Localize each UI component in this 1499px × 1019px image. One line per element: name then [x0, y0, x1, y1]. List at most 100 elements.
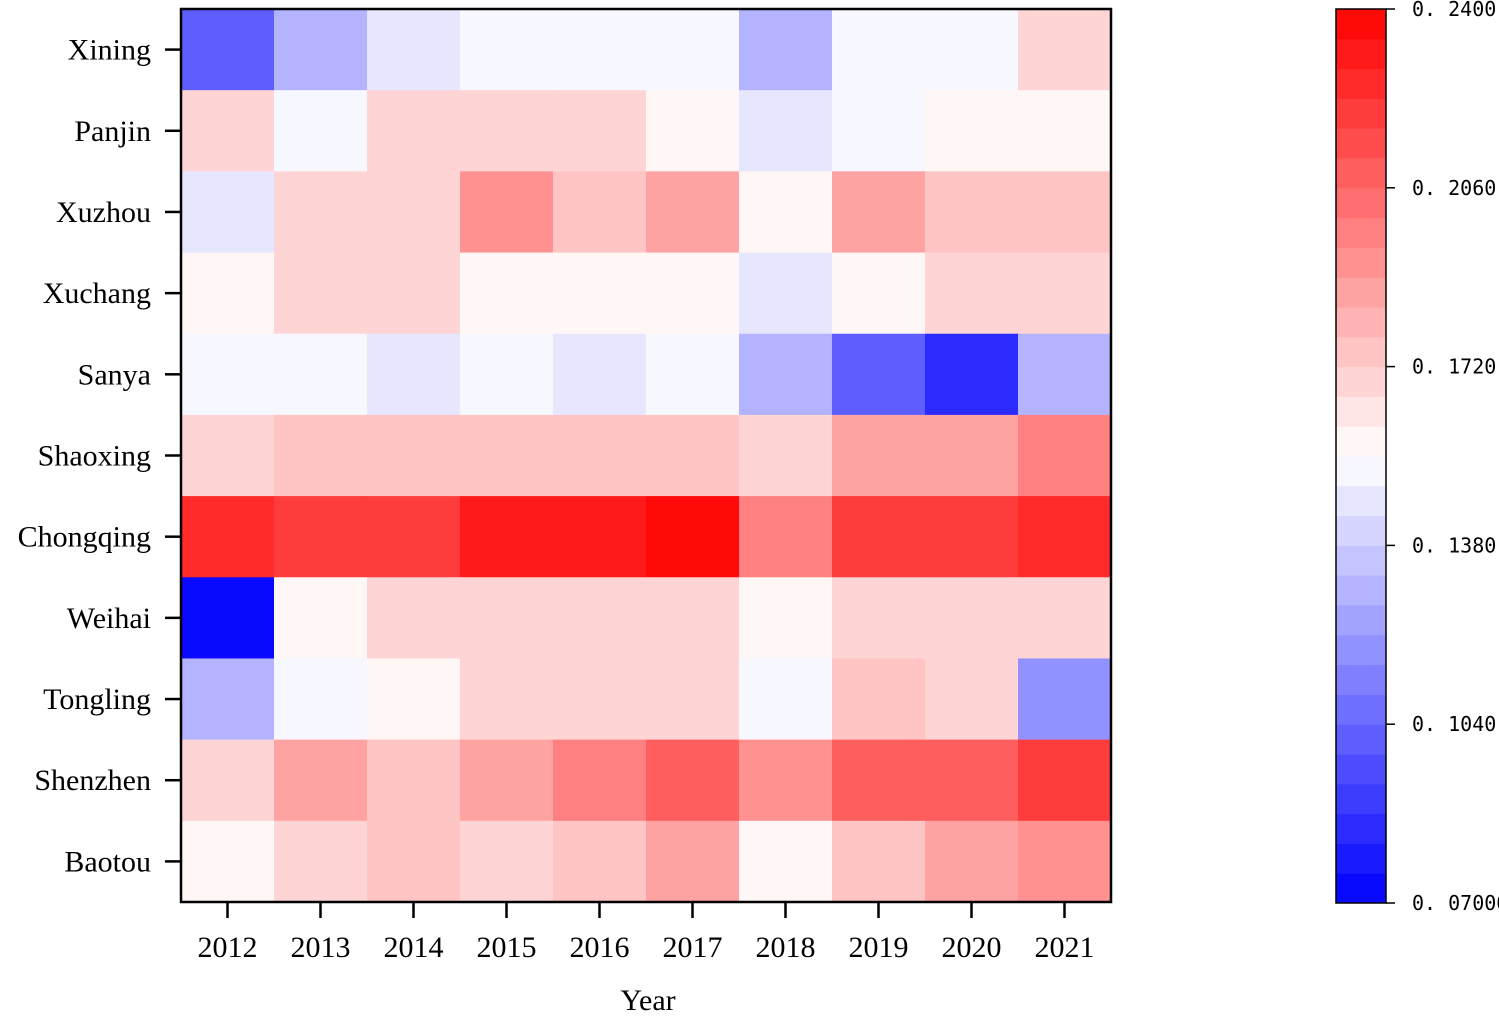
heatmap-cell [553, 577, 647, 660]
heatmap-cell [460, 414, 554, 497]
colorbar-frame [1335, 8, 1387, 904]
x-axis-title: Year [620, 984, 675, 1014]
heatmap-cell [832, 333, 926, 416]
y-axis: Xining Panjin Xuzhou Xuchang Sanya Shaoxing Ch… [18, 34, 181, 878]
heatmap-cell [181, 496, 275, 578]
heatmap-cell [460, 333, 554, 416]
heatmap-cell [460, 658, 554, 741]
heatmap-cell [1018, 820, 1112, 903]
heatmap-cell [646, 333, 740, 416]
y-tick-label: Xuzhou [56, 196, 151, 229]
heatmap-cell [367, 414, 461, 497]
heatmap-cell [367, 739, 461, 822]
heatmap-cell [274, 90, 368, 172]
colorbar-segment [1336, 456, 1386, 487]
x-tick-label: 2019 [849, 931, 909, 964]
heatmap-cell [925, 9, 1019, 91]
y-tick-label: Sanya [78, 358, 151, 391]
colorbar-segment [1336, 813, 1386, 844]
heatmap-cell [739, 9, 833, 91]
heatmap-cell [646, 90, 740, 172]
y-tick-label: Shaoxing [38, 440, 151, 473]
colorbar-segment [1336, 545, 1386, 576]
colorbar-segment [1336, 68, 1386, 99]
heatmap-cell [274, 333, 368, 416]
colorbar-tick-label: 0. 07000 [1412, 891, 1499, 915]
heatmap-cell [739, 90, 833, 172]
heatmap-cell [181, 90, 275, 172]
heatmap-cell [367, 820, 461, 903]
heatmap-cell [367, 333, 461, 416]
heatmap-cell [553, 252, 647, 335]
heatmap-cell [1018, 252, 1112, 335]
colorbar-segment [1336, 843, 1386, 874]
heatmap-cell [925, 252, 1019, 335]
heatmap-cell [181, 9, 275, 91]
heatmap-cell [274, 658, 368, 741]
colorbar-segment [1336, 515, 1386, 546]
colorbar-segment [1336, 605, 1386, 636]
heatmap-cell [646, 577, 740, 660]
heatmap-cell [1018, 90, 1112, 172]
heatmap-cell [367, 252, 461, 335]
heatmap-cell [367, 577, 461, 660]
y-tick-label: Xuchang [43, 277, 151, 310]
colorbar-segment [1336, 664, 1386, 695]
y-tick-label: Weihai [67, 602, 151, 635]
heatmap-cell [367, 90, 461, 172]
heatmap-cell [181, 333, 275, 416]
heatmap-cell [832, 90, 926, 172]
x-tick-label: 2015 [477, 931, 537, 964]
colorbar-segment [1336, 426, 1386, 457]
heatmap-cell [460, 496, 554, 578]
heatmap-cell [832, 171, 926, 254]
heatmap-cell [460, 739, 554, 822]
heatmap-cell [181, 739, 275, 822]
heatmap-cell [925, 496, 1019, 578]
x-tick-label: 2016 [570, 931, 630, 964]
colorbar-segment [1336, 724, 1386, 755]
colorbar-segment [1336, 485, 1386, 517]
heatmap-cell [832, 9, 926, 91]
heatmap-cell [925, 577, 1019, 660]
x-tick-label: 2013 [291, 931, 351, 964]
heatmap-cell [739, 820, 833, 903]
heatmap-cell [460, 252, 554, 335]
heatmap-cell [181, 658, 275, 741]
colorbar-segment [1336, 128, 1386, 159]
heatmap-cell [460, 820, 554, 903]
heatmap-cell [646, 496, 740, 578]
heatmap-cell [925, 414, 1019, 497]
y-tick-label: Baotou [64, 845, 151, 878]
heatmap-cell [274, 171, 368, 254]
colorbar-tick-label: 0. 2060 [1412, 176, 1496, 200]
heatmap-cell [832, 658, 926, 741]
heatmap-cell [367, 9, 461, 91]
heatmap-cell [553, 496, 647, 578]
heatmap-cell [832, 496, 926, 578]
colorbar-segment [1336, 754, 1386, 785]
colorbar-tick-label: 0. 1380 [1412, 533, 1496, 557]
colorbar-segment [1336, 366, 1386, 397]
y-tick-label: Xining [68, 34, 151, 67]
colorbar-segment [1336, 336, 1386, 368]
heatmap-cell [274, 820, 368, 903]
heatmap-cell [1018, 9, 1112, 91]
heatmap-cell [553, 739, 647, 822]
colorbar-segment [1336, 277, 1386, 308]
x-axis: 2012 2013 2014 2015 2016 2017 2018 2019 2020 2021 [198, 902, 1095, 964]
heatmap-cell [646, 9, 740, 91]
heatmap-cell [460, 90, 554, 172]
heatmap-cell [832, 252, 926, 335]
heatmap-cell [181, 414, 275, 497]
colorbar-segment [1336, 307, 1386, 338]
heatmap-cell [925, 333, 1019, 416]
heatmap-cell [274, 577, 368, 660]
colorbar-segment [1336, 873, 1386, 904]
colorbar-segment [1336, 396, 1386, 427]
colorbar: 0. 07000 0. 1040 0. 1380 0. 1720 0. 2060 0. 2… [1335, 0, 1499, 915]
heatmap-cell [739, 333, 833, 416]
x-tick-label: 2020 [942, 931, 1002, 964]
heatmap-cell [553, 414, 647, 497]
